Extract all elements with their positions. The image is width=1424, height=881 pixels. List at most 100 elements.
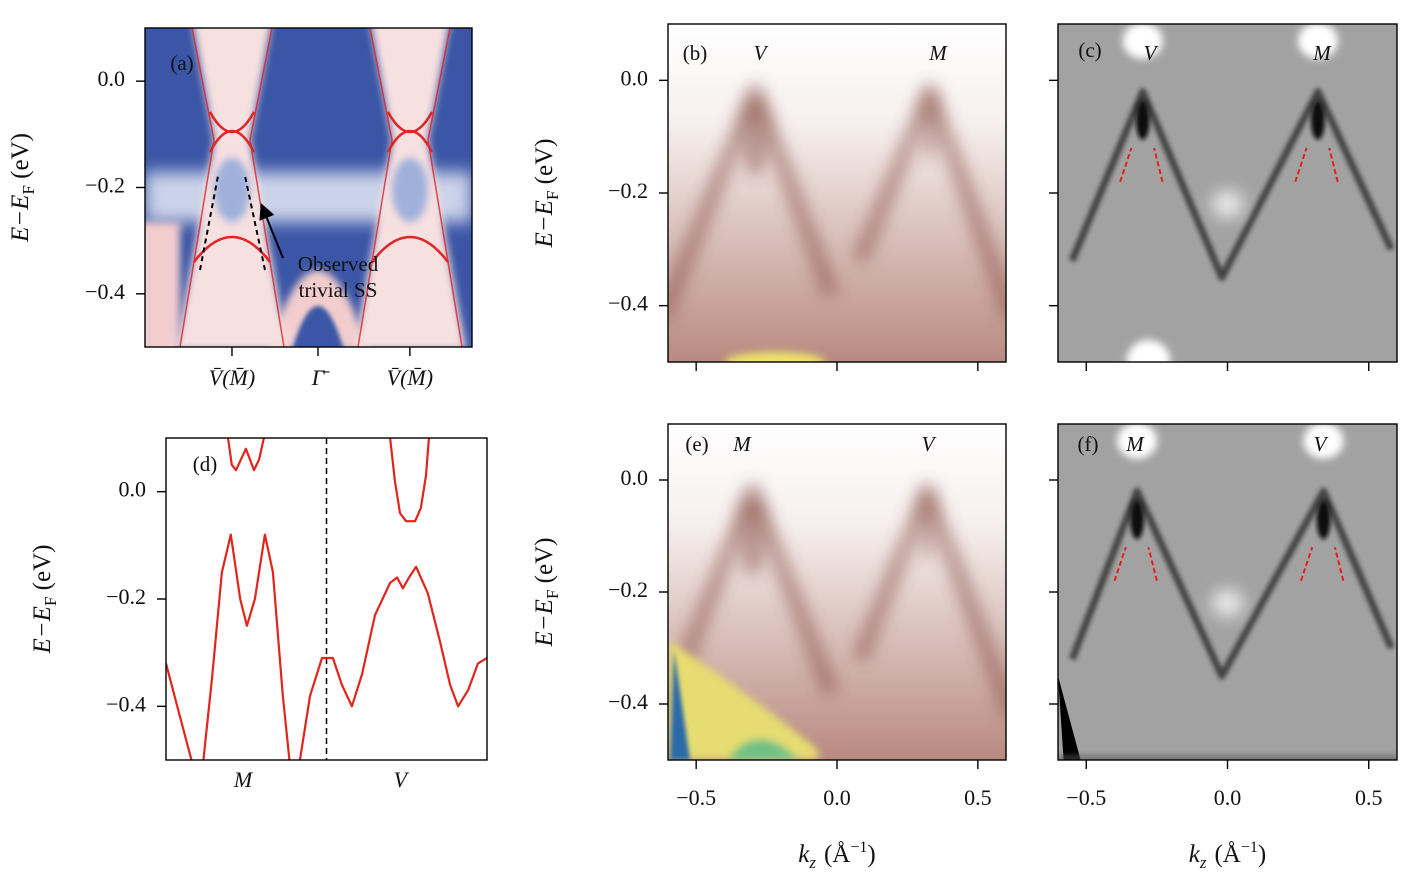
- intensity-map: [1058, 676, 1081, 760]
- x-axis-label-part: ): [1258, 841, 1266, 868]
- x-tick-label: 0.0: [823, 785, 851, 810]
- y-axis-label: E−EF (eV): [29, 545, 60, 655]
- x-axis-label-part: (Å: [1214, 841, 1240, 868]
- panel-label: (f): [1078, 432, 1099, 456]
- band: [371, 235, 449, 263]
- y-tick-label: −0.4: [106, 691, 146, 716]
- y-axis-label: E−EF (eV): [7, 133, 38, 243]
- y-axis-label-part: F: [543, 191, 562, 200]
- panel-label: (c): [1078, 38, 1101, 62]
- y-axis-label-part: (eV): [29, 545, 56, 597]
- y-tick-label: 0.0: [119, 477, 147, 502]
- y-axis-label-part: E−E: [7, 195, 34, 243]
- x-tick-label: V̄(M̄): [387, 365, 433, 390]
- x-tick-label: 0.5: [1355, 785, 1383, 810]
- annotation: trivial SS: [299, 278, 378, 302]
- x-axis-label-part: −1: [1241, 839, 1258, 856]
- x-tick-label: M: [233, 767, 254, 792]
- intensity-map: [917, 489, 938, 560]
- x-tick-label: V: [394, 767, 410, 792]
- plot-area: [145, 28, 472, 347]
- y-axis-label-part: E−E: [531, 200, 558, 248]
- intensity-map: [1211, 589, 1244, 618]
- intensity-map: [1310, 99, 1325, 140]
- annotation: Observed: [298, 252, 379, 276]
- intensity-map: [1126, 340, 1171, 362]
- y-axis-label: E−EF (eV): [531, 538, 562, 648]
- x-axis-label-part: z: [808, 853, 816, 872]
- x-axis-label-part: k: [798, 841, 810, 868]
- y-tick-label: −0.2: [85, 173, 125, 198]
- band-line: [389, 438, 430, 523]
- point-label: M: [1125, 432, 1145, 456]
- intensity-map: [1297, 24, 1338, 59]
- y-tick-label: −0.4: [608, 689, 648, 714]
- intensity-map: [1316, 499, 1331, 540]
- intensity-map: [668, 640, 818, 760]
- y-axis-label-part: F: [41, 597, 60, 606]
- y-tick-label: 0.0: [621, 65, 649, 90]
- y-tick-label: −0.4: [608, 291, 648, 316]
- plot-area: [668, 424, 1006, 760]
- band: [179, 28, 285, 347]
- x-axis-label-part: (Å: [824, 841, 850, 868]
- x-axis-label: kz (Å−1): [1189, 839, 1266, 872]
- intensity-map: [1068, 487, 1395, 680]
- x-tick-label: V̄(M̄): [209, 365, 255, 390]
- point-label: M: [928, 41, 948, 65]
- x-tick-label: 0.0: [1214, 785, 1242, 810]
- y-axis-label-part: (eV): [531, 139, 558, 191]
- y-axis-label-part: F: [543, 590, 562, 599]
- y-tick-label: −0.2: [608, 577, 648, 602]
- intensity-map: [1068, 88, 1395, 281]
- intensity-map: [668, 24, 1006, 362]
- intensity-map: [292, 306, 344, 347]
- point-label: V: [922, 432, 937, 456]
- intensity-map: [392, 158, 428, 222]
- panel-label: (b): [683, 41, 708, 65]
- intensity-map: [919, 90, 940, 161]
- intensity-map: [668, 83, 839, 320]
- y-tick-label: 0.0: [621, 465, 649, 490]
- y-tick-label: 0.0: [98, 66, 126, 91]
- intensity-map: [1211, 190, 1244, 219]
- y-axis-label-part: E−E: [29, 606, 56, 654]
- observed-ss-guide: [199, 175, 266, 271]
- x-axis-label: kz (Å−1): [798, 839, 875, 872]
- panel-label: (e): [685, 432, 708, 456]
- x-axis-label-part: k: [1189, 841, 1201, 868]
- plot-area: [668, 24, 1006, 362]
- band: [208, 111, 256, 153]
- point-label: V: [1144, 41, 1159, 65]
- panel-label: (d): [193, 452, 218, 476]
- band: [193, 235, 271, 263]
- y-tick-label: −0.2: [608, 178, 648, 203]
- guide-line: [1113, 546, 1158, 582]
- annotation-arrow: [259, 203, 284, 259]
- y-axis-label-part: (eV): [7, 133, 34, 185]
- point-label: M: [1312, 41, 1332, 65]
- band: [386, 111, 434, 153]
- intensity-map: [670, 650, 690, 760]
- y-axis-label-part: (eV): [531, 538, 558, 590]
- intensity-map: [728, 740, 798, 760]
- intensity-map: [1122, 24, 1163, 59]
- intensity-map: [1058, 754, 1397, 760]
- x-tick-label: −0.5: [676, 785, 716, 810]
- band: [357, 28, 463, 347]
- intensity-map: [725, 352, 826, 362]
- panel-label: (a): [170, 51, 193, 75]
- band-line: [166, 533, 487, 760]
- y-tick-label: −0.2: [106, 584, 146, 609]
- plot-area: [1058, 424, 1397, 760]
- plot-area: [1058, 24, 1397, 362]
- x-axis-label-part: z: [1199, 853, 1207, 872]
- band-line: [226, 438, 265, 472]
- point-label: V: [754, 41, 769, 65]
- intensity-map: [1130, 499, 1145, 540]
- intensity-map: [1303, 424, 1344, 459]
- plot-area: [166, 438, 487, 760]
- x-tick-label: 0.5: [964, 785, 992, 810]
- guide-line: [1294, 147, 1339, 183]
